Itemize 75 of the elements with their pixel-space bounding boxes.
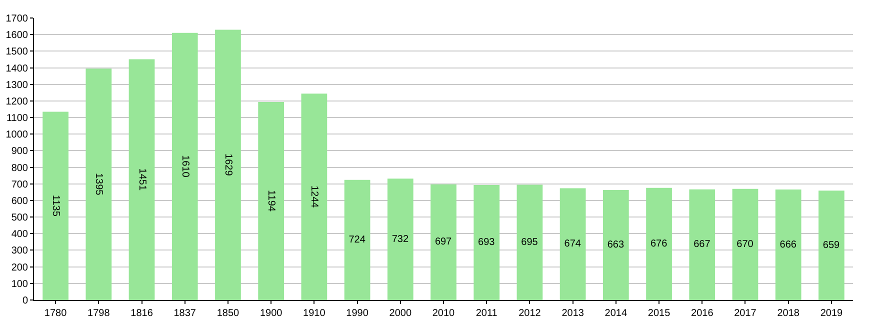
data-label: 663 (607, 240, 624, 251)
bar (560, 188, 586, 300)
y-tick-label: 500 (11, 212, 28, 224)
data-label: 724 (348, 234, 366, 246)
bar (602, 190, 629, 300)
y-tick-label: 400 (11, 229, 28, 240)
y-tick-label: 1400 (6, 63, 28, 74)
bar (86, 68, 112, 300)
data-label: 1395 (93, 172, 104, 196)
x-tick-label: 1837 (174, 308, 196, 319)
y-tick-label: 0 (22, 296, 28, 306)
data-label: 1194 (266, 190, 277, 212)
data-label: 674 (564, 238, 582, 250)
x-tick-label: 2016 (691, 308, 714, 319)
bar (258, 102, 284, 300)
y-tick-label: 1500 (6, 46, 28, 58)
y-tick-label: 1700 (6, 14, 28, 24)
x-tick-label: 2012 (518, 308, 542, 319)
x-tick-label: 2013 (562, 308, 584, 319)
x-tick-label: 2000 (389, 308, 412, 319)
y-tick-label: 300 (11, 246, 28, 257)
y-tick-label: 900 (11, 146, 28, 158)
y-tick-label: 100 (11, 278, 28, 290)
data-label: 1629 (222, 154, 234, 176)
x-tick-label: 1900 (260, 308, 283, 319)
data-label: 697 (434, 236, 452, 248)
data-label: 732 (392, 234, 409, 245)
y-tick-label: 800 (11, 162, 28, 174)
bar (430, 184, 456, 300)
data-label: 1610 (179, 155, 190, 178)
y-tick-label: 1300 (6, 80, 28, 91)
bar (172, 32, 198, 300)
data-label: 695 (521, 236, 538, 248)
y-tick-label: 1200 (6, 96, 28, 108)
bar (42, 112, 68, 300)
data-label: 670 (736, 238, 754, 250)
bar (818, 190, 844, 300)
x-tick-label: 2018 (777, 308, 800, 319)
bar (301, 94, 328, 300)
x-tick-label: 2011 (476, 308, 498, 319)
data-label: 659 (822, 240, 840, 251)
x-tick-label: 1816 (130, 308, 154, 319)
x-tick-label: 1990 (346, 308, 369, 319)
data-label: 693 (478, 237, 496, 248)
x-tick-label: 2014 (604, 308, 628, 319)
bar (732, 188, 758, 300)
data-label: 666 (780, 239, 797, 250)
x-tick-label: 1780 (44, 308, 68, 319)
bar (775, 190, 802, 300)
bar (516, 184, 543, 300)
bar (128, 59, 155, 300)
y-tick-label: 1000 (6, 130, 28, 141)
x-tick-label: 2010 (432, 308, 456, 319)
x-tick-label: 2017 (734, 308, 757, 319)
x-tick-label: 2015 (648, 308, 671, 319)
y-tick-label: 1100 (6, 113, 28, 124)
y-tick-label: 200 (11, 262, 28, 274)
y-tick-label: 600 (11, 196, 28, 207)
x-tick-label: 1850 (216, 308, 240, 319)
y-tick-label: 700 (11, 179, 28, 190)
x-tick-label: 2019 (820, 308, 844, 319)
bar (387, 178, 414, 300)
bar (646, 188, 672, 300)
bar (215, 30, 241, 300)
bar (474, 185, 500, 300)
data-label: 1135 (50, 194, 62, 217)
data-label: 1451 (136, 168, 148, 191)
x-tick-label: 1910 (303, 308, 326, 319)
bar (344, 180, 370, 300)
data-label: 676 (650, 238, 668, 250)
data-label: 1244 (308, 185, 320, 208)
y-tick-label: 1600 (6, 30, 28, 42)
data-label: 667 (694, 239, 711, 250)
x-tick-label: 1798 (88, 308, 110, 319)
bar (689, 189, 716, 300)
